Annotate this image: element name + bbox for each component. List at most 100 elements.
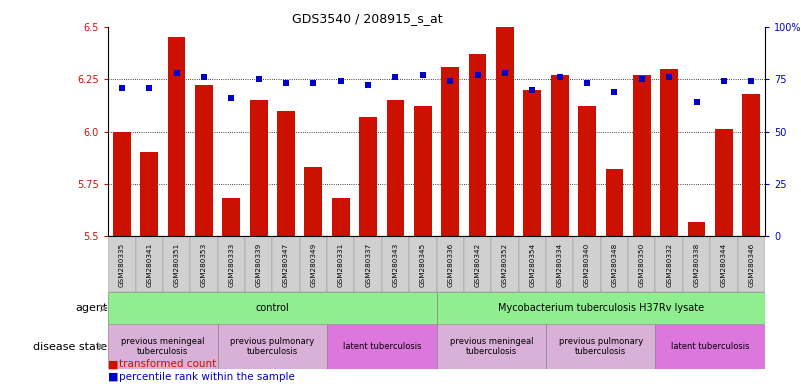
Bar	[437, 292, 765, 324]
Bar	[606, 169, 623, 236]
Text: GDS3540 / 208915_s_at: GDS3540 / 208915_s_at	[292, 12, 443, 25]
Bar	[332, 199, 350, 236]
Text: GSM280332: GSM280332	[666, 243, 672, 287]
Text: ■: ■	[108, 359, 119, 369]
Text: ■: ■	[108, 372, 119, 382]
Text: GSM280335: GSM280335	[119, 243, 125, 287]
Text: GSM280339: GSM280339	[256, 243, 262, 287]
Text: GSM280344: GSM280344	[721, 243, 727, 287]
Bar	[551, 75, 569, 236]
Text: latent tuberculosis: latent tuberculosis	[343, 342, 421, 351]
Point	[362, 83, 375, 89]
Bar	[113, 131, 131, 236]
Point	[498, 70, 511, 76]
Text: GSM280341: GSM280341	[147, 243, 152, 287]
Text: previous pulmonary
tuberculosis: previous pulmonary tuberculosis	[230, 337, 315, 356]
Bar	[655, 236, 682, 292]
Point	[581, 80, 594, 86]
Point	[417, 72, 429, 78]
Bar	[250, 100, 268, 236]
Bar	[464, 236, 491, 292]
Bar	[578, 106, 596, 236]
Bar	[191, 236, 218, 292]
Bar	[272, 236, 300, 292]
Bar	[245, 236, 272, 292]
Point	[170, 70, 183, 76]
Text: GSM280353: GSM280353	[201, 243, 207, 287]
Bar	[574, 236, 601, 292]
Bar	[715, 129, 733, 236]
Text: GSM280333: GSM280333	[228, 243, 234, 287]
Point	[334, 78, 347, 84]
Bar	[523, 89, 541, 236]
Bar	[414, 106, 432, 236]
Bar	[496, 27, 514, 236]
Text: GSM280336: GSM280336	[447, 243, 453, 287]
Bar	[387, 100, 405, 236]
Point	[252, 76, 265, 82]
Point	[553, 74, 566, 80]
Bar	[218, 324, 327, 369]
Bar	[195, 86, 213, 236]
Bar	[354, 236, 382, 292]
Text: GSM280351: GSM280351	[174, 243, 179, 287]
Bar	[382, 236, 409, 292]
Text: GSM280352: GSM280352	[502, 243, 508, 287]
Bar	[546, 236, 574, 292]
Bar	[437, 324, 546, 369]
Point	[718, 78, 731, 84]
Point	[745, 78, 758, 84]
Point	[608, 89, 621, 95]
Point	[690, 99, 703, 105]
Text: agent: agent	[75, 303, 107, 313]
Bar	[277, 111, 295, 236]
Point	[526, 87, 539, 93]
Bar	[304, 167, 322, 236]
Bar	[633, 75, 650, 236]
Bar	[437, 236, 464, 292]
Text: control: control	[256, 303, 289, 313]
Point	[115, 84, 128, 91]
Bar	[409, 236, 437, 292]
Bar	[140, 152, 158, 236]
Bar	[135, 236, 163, 292]
Point	[471, 72, 484, 78]
Text: latent tuberculosis: latent tuberculosis	[671, 342, 750, 351]
Bar	[519, 236, 546, 292]
Text: GSM280334: GSM280334	[557, 243, 562, 287]
Text: GSM280337: GSM280337	[365, 243, 371, 287]
Bar	[108, 236, 135, 292]
Bar	[710, 236, 738, 292]
Point	[225, 95, 238, 101]
Bar	[327, 236, 354, 292]
Bar	[300, 236, 327, 292]
Text: GSM280350: GSM280350	[639, 243, 645, 287]
Point	[143, 84, 155, 91]
Bar	[601, 236, 628, 292]
Point	[662, 74, 675, 80]
Point	[635, 76, 648, 82]
Bar	[327, 324, 437, 369]
Text: GSM280331: GSM280331	[338, 243, 344, 287]
Point	[444, 78, 457, 84]
Point	[198, 74, 211, 80]
Text: Mycobacterium tuberculosis H37Rv lysate: Mycobacterium tuberculosis H37Rv lysate	[497, 303, 704, 313]
Bar	[167, 37, 186, 236]
Bar	[743, 94, 760, 236]
Text: GSM280346: GSM280346	[748, 243, 755, 287]
Text: GSM280354: GSM280354	[529, 243, 535, 287]
Text: percentile rank within the sample: percentile rank within the sample	[119, 372, 295, 382]
Bar	[491, 236, 519, 292]
Text: GSM280338: GSM280338	[694, 243, 699, 287]
Bar	[738, 236, 765, 292]
Bar	[108, 324, 218, 369]
Bar	[218, 236, 245, 292]
Bar	[469, 54, 486, 236]
Text: GSM280347: GSM280347	[283, 243, 289, 287]
Bar	[628, 236, 655, 292]
Bar	[655, 324, 765, 369]
Text: previous meningeal
tuberculosis: previous meningeal tuberculosis	[449, 337, 533, 356]
Bar	[441, 67, 459, 236]
Text: previous pulmonary
tuberculosis: previous pulmonary tuberculosis	[558, 337, 643, 356]
Text: GSM280340: GSM280340	[584, 243, 590, 287]
